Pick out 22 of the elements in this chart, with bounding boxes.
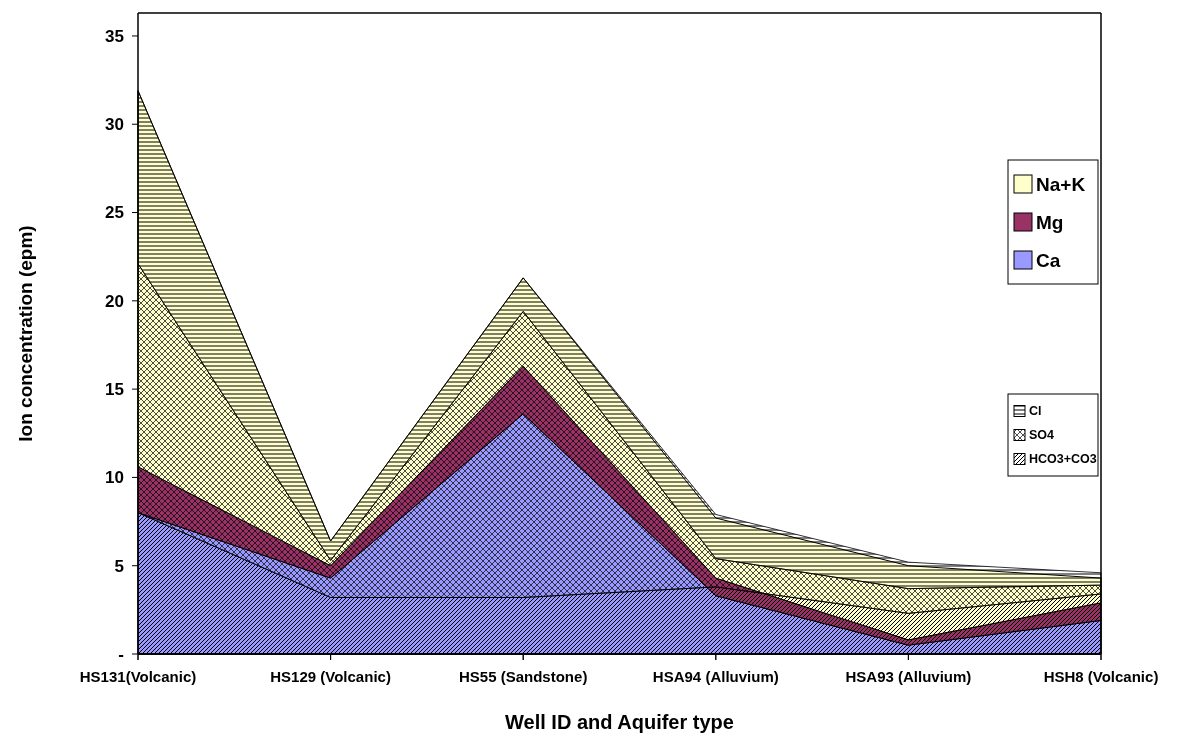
y-axis-title: Ion concentration (epm): [15, 225, 36, 442]
legend-label: Na+K: [1036, 173, 1086, 195]
y-tick-label: 15: [105, 380, 124, 400]
x-tick-label: HS129 (Volcanic): [270, 668, 391, 685]
y-tick-label: -: [118, 644, 124, 664]
y-tick-label: 20: [105, 291, 124, 311]
y-tick-label: 25: [105, 203, 124, 223]
x-tick-label: HSA94 (Alluvium): [652, 668, 779, 685]
y-tick-label: 30: [105, 115, 124, 135]
legend-label: HCO3+CO3: [1029, 452, 1097, 467]
x-tick-label: HSA93 (Alluvium): [845, 668, 972, 685]
y-tick-label: 35: [105, 26, 124, 46]
legend-label: SO4: [1029, 428, 1055, 443]
y-tick-label: 5: [114, 556, 124, 576]
y-tick-label: 10: [105, 468, 124, 488]
legend-label: Cl: [1029, 404, 1042, 419]
x-tick-label: HSH8 (Volcanic): [1043, 668, 1159, 685]
x-tick-label: HS55 (Sandstone): [459, 668, 588, 685]
legend-label: Mg: [1036, 211, 1064, 233]
legend-label: Ca: [1036, 249, 1061, 271]
x-axis-title: Well ID and Aquifer type: [505, 711, 734, 733]
x-tick-label: HS131(Volcanic): [79, 668, 197, 685]
